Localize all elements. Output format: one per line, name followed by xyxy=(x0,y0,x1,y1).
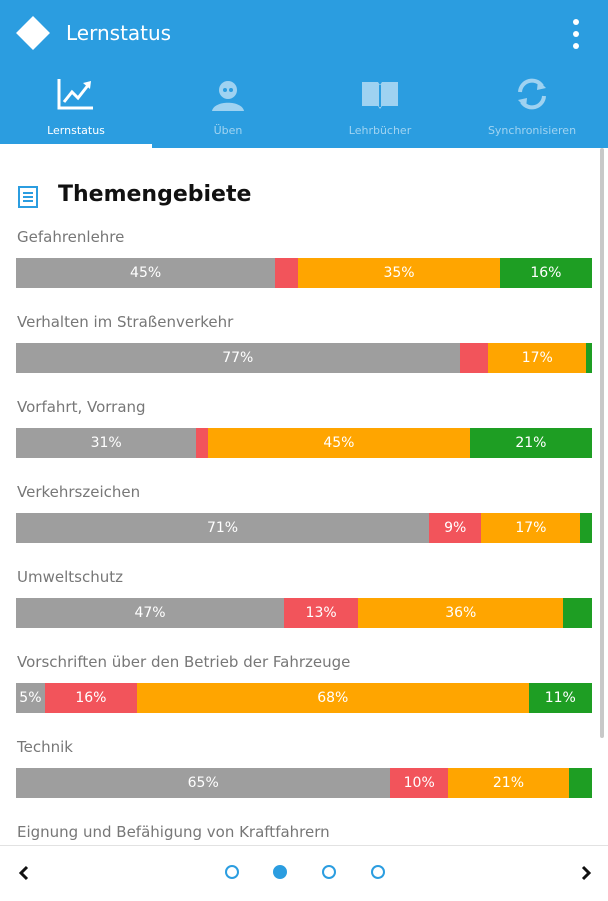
app-bar: Lernstatus Lernstatus Üben xyxy=(0,0,608,148)
app-logo-diamond-icon xyxy=(16,16,50,50)
tab-bar: Lernstatus Üben Lehrbücher xyxy=(0,70,608,148)
app-title: Lernstatus xyxy=(66,21,172,45)
topic-label: Umweltschutz xyxy=(17,568,123,586)
list-icon xyxy=(18,186,38,208)
chart-line-icon xyxy=(57,79,93,110)
overflow-menu-icon[interactable] xyxy=(568,18,584,50)
bar-segment-green: 21% xyxy=(469,428,592,458)
page-dot[interactable] xyxy=(322,865,336,879)
bar-segment-grey: 77% xyxy=(16,343,460,373)
bar-segment-grey: 65% xyxy=(16,768,391,798)
tab-lehrbuecher[interactable]: Lehrbücher xyxy=(304,70,456,148)
bar-segment-grey: 45% xyxy=(16,258,276,288)
tab-label: Synchronisieren xyxy=(487,124,577,137)
progress-bar[interactable]: 47% 13% 36% xyxy=(16,598,592,628)
scrollbar[interactable] xyxy=(600,148,604,738)
content-area[interactable]: Themengebiete Gefahrenlehre 45% 35% 16% Verh… xyxy=(0,148,608,845)
bar-segment-grey: 47% xyxy=(16,598,285,628)
topic-label: Verkehrszeichen xyxy=(17,483,141,501)
bar-segment-orange: 17% xyxy=(488,343,587,373)
section-title: Themengebiete xyxy=(58,182,252,207)
chevron-left-icon[interactable] xyxy=(14,862,34,884)
bar-segment-red: 16% xyxy=(44,683,137,713)
topic-label: Gefahrenlehre xyxy=(17,228,125,246)
bar-segment-green xyxy=(568,768,592,798)
bar-segment-red xyxy=(196,428,208,458)
topic-label: Verhalten im Straßenverkehr xyxy=(17,313,234,331)
sync-icon xyxy=(518,78,546,110)
page-dot[interactable] xyxy=(225,865,239,879)
tab-label: Lehrbücher xyxy=(348,124,412,137)
bar-segment-green xyxy=(586,343,592,373)
topic-label: Technik xyxy=(17,738,73,756)
bar-segment-orange: 17% xyxy=(481,513,581,543)
topic-label: Vorschriften über den Betrieb der Fahrze… xyxy=(17,653,351,671)
progress-bar[interactable]: 77% 17% xyxy=(16,343,592,373)
bar-segment-red: 9% xyxy=(429,513,482,543)
bar-segment-red xyxy=(459,343,489,373)
chevron-right-icon[interactable] xyxy=(576,862,596,884)
bar-segment-green xyxy=(563,598,592,628)
tab-ueben[interactable]: Üben xyxy=(152,70,304,148)
pager-bar xyxy=(0,845,608,901)
bar-segment-red: 13% xyxy=(284,598,359,628)
progress-bar[interactable]: 45% 35% 16% xyxy=(16,258,592,288)
bar-segment-orange: 35% xyxy=(298,258,500,288)
tab-label: Lernstatus xyxy=(47,124,105,137)
person-icon xyxy=(212,81,244,111)
progress-bar[interactable]: 31% 45% 21% xyxy=(16,428,592,458)
bar-segment-orange: 21% xyxy=(447,768,569,798)
bar-segment-red xyxy=(275,258,299,288)
bar-segment-grey: 5% xyxy=(16,683,45,713)
bar-segment-green: 16% xyxy=(499,258,592,288)
progress-bar[interactable]: 5% 16% 68% 11% xyxy=(16,683,592,713)
bar-segment-green xyxy=(580,513,592,543)
tab-label: Üben xyxy=(213,124,243,137)
tab-synchronisieren[interactable]: Synchronisieren xyxy=(456,70,608,148)
tab-lernstatus[interactable]: Lernstatus xyxy=(0,70,152,148)
bar-segment-orange: 36% xyxy=(358,598,564,628)
bar-segment-red: 10% xyxy=(390,768,448,798)
bar-segment-orange: 68% xyxy=(136,683,529,713)
bar-segment-grey: 71% xyxy=(16,513,430,543)
progress-bar[interactable]: 71% 9% 17% xyxy=(16,513,592,543)
page-dot[interactable] xyxy=(371,865,385,879)
active-tab-indicator xyxy=(0,144,152,148)
bar-segment-green: 11% xyxy=(528,683,592,713)
topic-label: Vorfahrt, Vorrang xyxy=(17,398,146,416)
page-dot[interactable] xyxy=(273,865,287,879)
bar-segment-orange: 45% xyxy=(207,428,470,458)
topic-label: Eignung und Befähigung von Kraftfahrern xyxy=(17,823,330,841)
book-icon xyxy=(362,82,398,109)
progress-bar[interactable]: 65% 10% 21% xyxy=(16,768,592,798)
bar-segment-grey: 31% xyxy=(16,428,197,458)
